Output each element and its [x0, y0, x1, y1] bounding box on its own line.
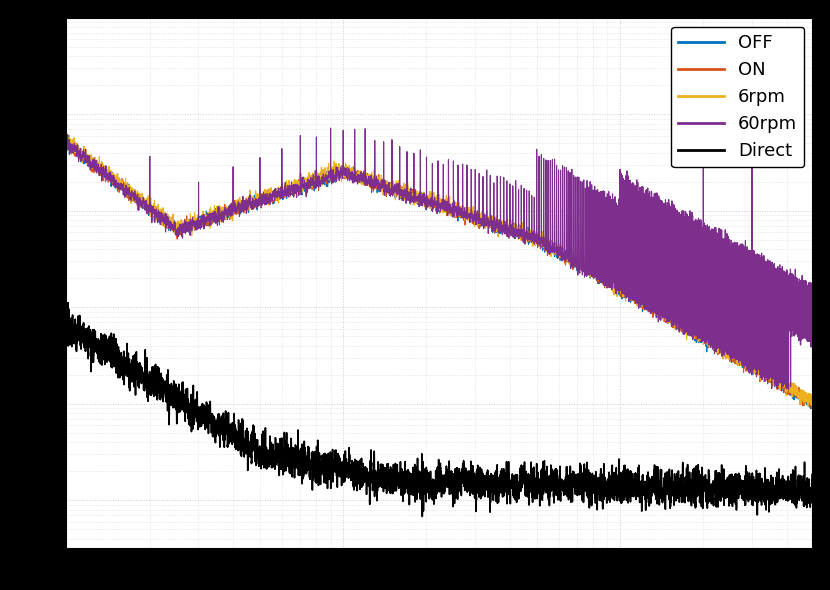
6rpm: [332, 164, 342, 171]
6rpm: [65, 132, 75, 139]
60rpm: [61, 103, 71, 110]
Direct: [61, 316, 71, 323]
OFF: [332, 168, 342, 175]
Direct: [655, 476, 665, 483]
Direct: [808, 490, 818, 497]
Direct: [504, 458, 514, 466]
6rpm: [61, 136, 71, 143]
OFF: [808, 397, 818, 404]
6rpm: [808, 401, 818, 408]
6rpm: [615, 274, 625, 281]
60rpm: [332, 173, 342, 180]
Direct: [536, 485, 546, 492]
60rpm: [655, 307, 665, 314]
Direct: [417, 513, 427, 520]
ON: [332, 168, 342, 175]
Line: ON: ON: [66, 139, 813, 408]
OFF: [806, 405, 816, 412]
Line: Direct: Direct: [66, 303, 813, 516]
60rpm: [615, 283, 625, 290]
Direct: [332, 461, 342, 468]
60rpm: [99, 166, 109, 173]
Direct: [99, 346, 109, 353]
6rpm: [803, 402, 813, 409]
ON: [536, 241, 546, 248]
ON: [61, 140, 71, 147]
OFF: [99, 172, 109, 179]
60rpm: [536, 235, 546, 242]
6rpm: [504, 227, 514, 234]
OFF: [63, 132, 73, 139]
ON: [807, 405, 817, 412]
6rpm: [536, 240, 546, 247]
60rpm: [808, 400, 818, 407]
ON: [64, 135, 74, 142]
OFF: [504, 226, 514, 233]
Direct: [63, 299, 73, 306]
ON: [99, 170, 109, 177]
OFF: [536, 242, 546, 250]
ON: [808, 402, 818, 409]
6rpm: [99, 165, 109, 172]
OFF: [615, 282, 625, 289]
60rpm: [504, 226, 514, 233]
Line: 6rpm: 6rpm: [66, 135, 813, 406]
ON: [504, 228, 514, 235]
OFF: [655, 307, 665, 314]
ON: [655, 312, 665, 319]
ON: [615, 290, 625, 297]
Line: 60rpm: 60rpm: [66, 107, 813, 404]
OFF: [61, 142, 71, 149]
6rpm: [655, 308, 665, 315]
Line: OFF: OFF: [66, 136, 813, 409]
Legend: OFF, ON, 6rpm, 60rpm, Direct: OFF, ON, 6rpm, 60rpm, Direct: [671, 27, 804, 168]
Direct: [615, 490, 625, 497]
